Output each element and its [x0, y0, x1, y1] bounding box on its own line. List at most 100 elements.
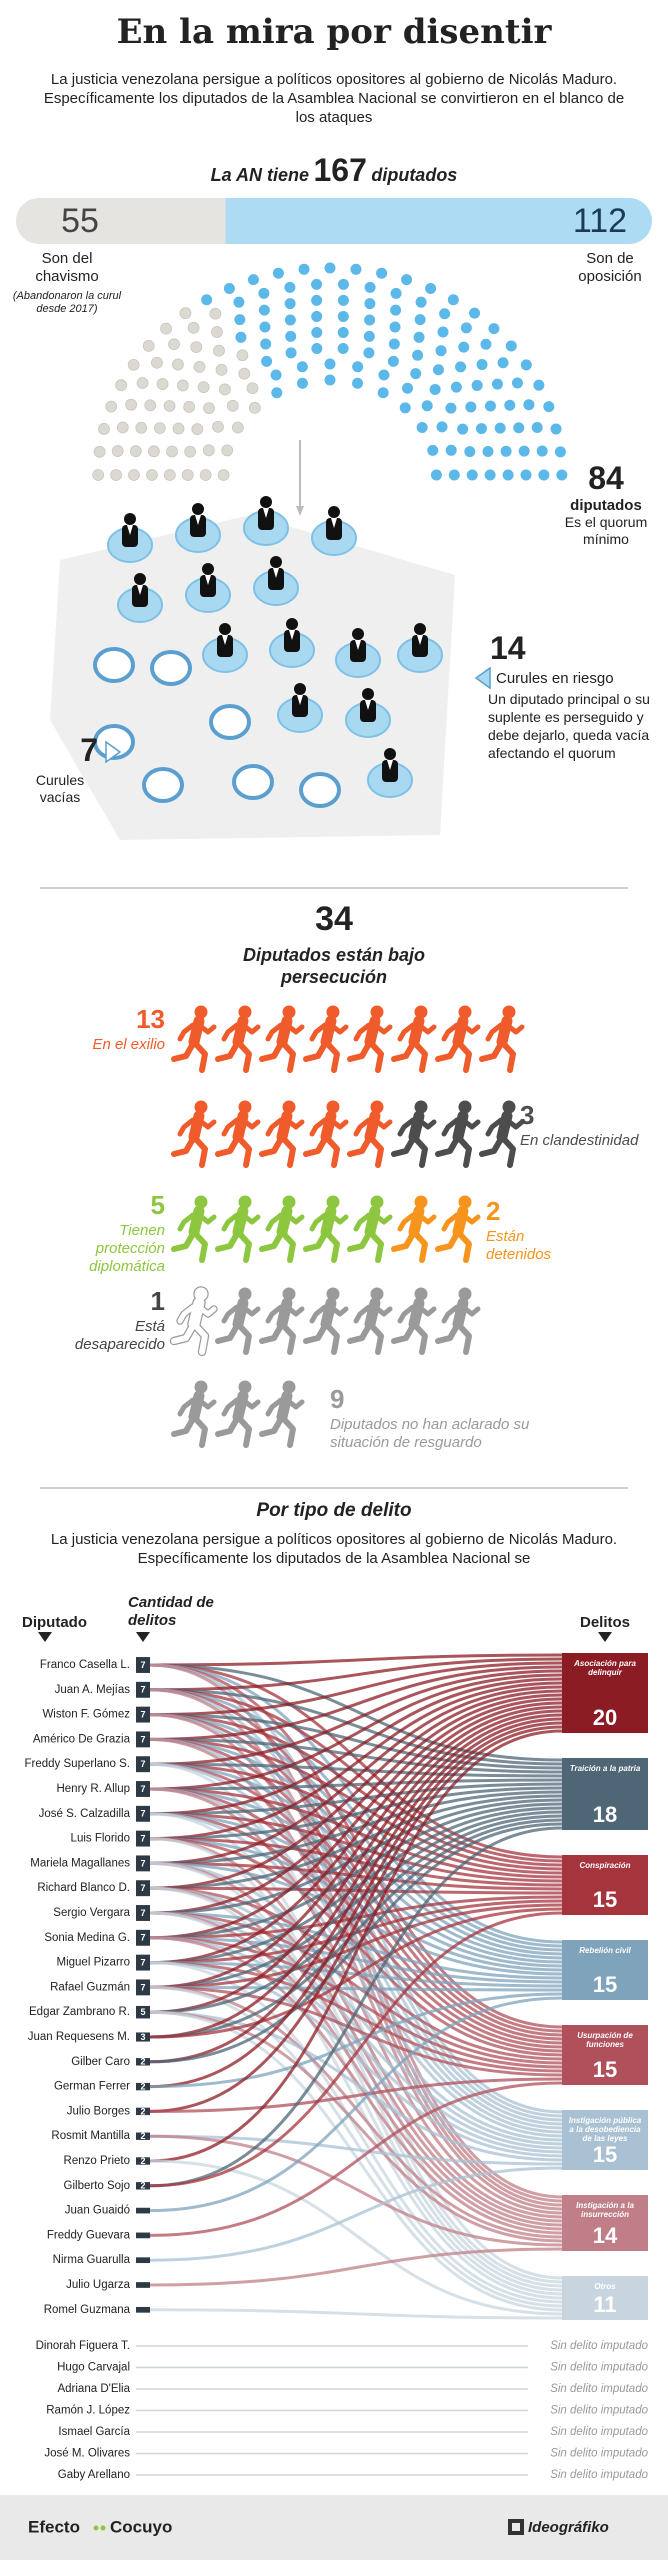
- runner-arm: [441, 1304, 460, 1324]
- count-label: 7: [140, 1982, 145, 1992]
- flow-ribbon: [149, 1794, 563, 1890]
- runner-head: [194, 1380, 208, 1394]
- flow-ribbon: [149, 1713, 563, 2039]
- crime-name: Usurpación de funciones: [577, 2031, 633, 2049]
- crime-name: Asociación para delinquir: [574, 1659, 636, 1677]
- person-head: [294, 683, 306, 695]
- seat-dot: [352, 361, 364, 373]
- seat-dot: [556, 469, 568, 481]
- runner-head: [370, 1195, 384, 1209]
- deputy-name: Renzo Prieto: [64, 2155, 130, 2167]
- seat-dot: [296, 377, 308, 389]
- deputy-name: Luis Florido: [71, 1833, 130, 1845]
- runner-arm: [177, 1212, 196, 1232]
- person-body: [268, 568, 284, 590]
- crime-block: [562, 2195, 648, 2251]
- count-box: [136, 2082, 150, 2091]
- count-label: 7: [140, 1734, 145, 1744]
- seat-dot: [464, 446, 476, 458]
- runner-arm: [328, 1212, 349, 1225]
- seat-dot: [226, 399, 239, 412]
- runner-arm: [240, 1212, 261, 1225]
- person-head: [414, 623, 426, 635]
- seat-dot: [448, 469, 460, 481]
- flow-ribbon: [149, 2134, 563, 2166]
- runner-leg: [191, 1229, 208, 1263]
- deputy-name: Richard Blanco D.: [37, 1882, 130, 1894]
- crime-block: [562, 1758, 648, 1830]
- count-box: [136, 1706, 150, 1723]
- group-label: Tienen protección diplomática: [89, 1222, 165, 1275]
- crime-block: [562, 1855, 648, 1915]
- runner-arm: [196, 1022, 217, 1035]
- flow-ribbon: [149, 1826, 563, 2188]
- runner-leg: [499, 1134, 516, 1168]
- seat-dot: [425, 282, 437, 294]
- runner-arm: [196, 1212, 217, 1225]
- deputy-name: Américo De Grazia: [33, 1733, 131, 1745]
- flow-ribbon: [149, 2247, 563, 2287]
- header-arrow: [598, 1632, 612, 1642]
- seat-ring: [142, 767, 184, 803]
- seat-dot: [435, 345, 447, 357]
- seat-dot: [324, 262, 336, 274]
- seat-ring: [299, 772, 341, 808]
- flow-ribbon: [149, 1985, 563, 1992]
- runner-leg: [191, 1134, 208, 1168]
- runner-group: [171, 1005, 525, 1168]
- flow-title: Por tipo de delito: [256, 1500, 412, 1521]
- subtitle: La justicia venezolana persigue a políti…: [43, 71, 625, 126]
- runner-head: [238, 1100, 252, 1114]
- seat-dot: [235, 331, 247, 343]
- hemicycle: [92, 262, 568, 481]
- person-head: [384, 748, 396, 760]
- runner-arm: [397, 1304, 416, 1324]
- flow-ribbon: [149, 1798, 563, 1915]
- seat-dot: [284, 314, 296, 326]
- flow-ribbon: [149, 1689, 563, 1890]
- group-label: Está desaparecido: [74, 1318, 165, 1353]
- count-box: [136, 1681, 150, 1698]
- runner-arm: [196, 1304, 217, 1317]
- runner-leg: [323, 1134, 340, 1168]
- crime-value: 14: [593, 2223, 618, 2248]
- flow-ribbon: [149, 1685, 563, 1865]
- runner-arm: [441, 1212, 460, 1232]
- seat-dot: [151, 356, 163, 369]
- deputy-name: Sonia Medina G.: [44, 1932, 130, 1944]
- runner-leg: [235, 1321, 252, 1355]
- seat-dot: [215, 363, 228, 376]
- seat-dot: [502, 469, 514, 481]
- runner-head: [326, 1100, 340, 1114]
- runner-leg: [191, 1414, 208, 1448]
- bar-group: [16, 198, 652, 244]
- group-note: (Abandonaron la curul desde 2017): [12, 290, 122, 315]
- count-box: [136, 2005, 150, 2019]
- flow-ribbon: [149, 1705, 563, 1989]
- seat-group: [201, 262, 568, 481]
- seat-dot: [491, 378, 503, 390]
- seat-dot: [213, 344, 225, 357]
- no-charge-label: Sin delito imputado: [550, 2448, 648, 2460]
- seat-dot: [363, 330, 375, 342]
- count-box: [136, 2107, 150, 2116]
- flow-ribbon: [149, 1762, 563, 1778]
- seat-dot: [511, 377, 523, 389]
- seat-dot: [129, 445, 142, 458]
- seat-dot: [513, 422, 525, 434]
- seat-dot: [429, 383, 441, 395]
- count-box: [136, 1805, 150, 1822]
- seat-dot: [199, 469, 212, 481]
- seat-dot: [450, 381, 462, 393]
- group-label: Diputados no han aclarado su situación d…: [330, 1416, 530, 1451]
- seat-dot: [136, 377, 149, 389]
- bar-label: 55: [61, 202, 99, 240]
- deputy-name: Freddy Guevara: [47, 2229, 131, 2241]
- seat-dot: [389, 321, 401, 333]
- runner-arm: [284, 1304, 305, 1317]
- person-head: [270, 556, 282, 568]
- seat-dot: [437, 326, 449, 338]
- runner-head: [282, 1380, 296, 1394]
- seat-dot: [377, 387, 389, 399]
- runner-arm: [441, 1022, 460, 1042]
